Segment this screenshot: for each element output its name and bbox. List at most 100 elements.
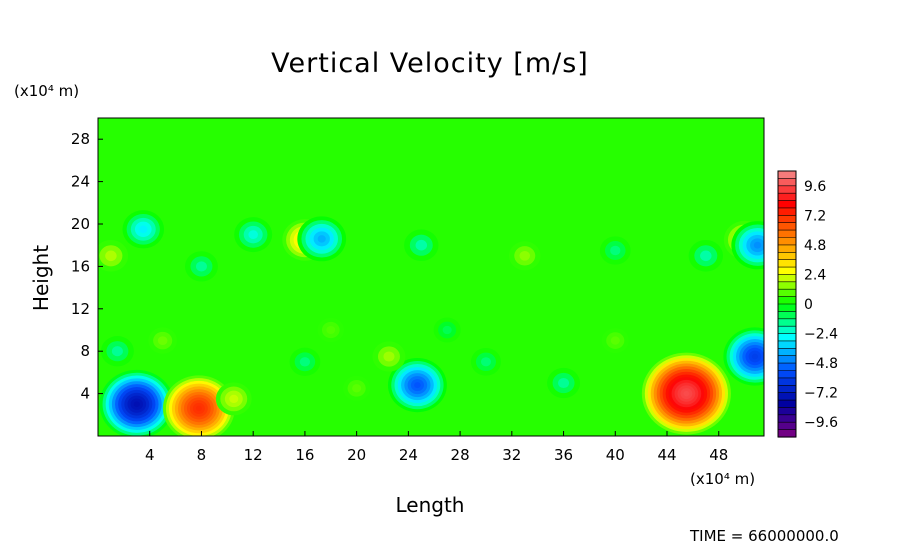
- heatmap-contour: [299, 357, 311, 367]
- y-axis-label: Height: [29, 245, 53, 311]
- x-tick-label: 4: [145, 446, 155, 464]
- heatmap-feature: [297, 216, 347, 262]
- colorbar-band: [778, 429, 796, 438]
- heatmap-contour: [133, 401, 140, 408]
- y-tick-label: 28: [71, 130, 90, 148]
- colorbar-band: [778, 355, 796, 364]
- heatmap-feature: [404, 229, 439, 262]
- colorbar-label: −4.8: [804, 356, 838, 372]
- heatmap-feature: [122, 210, 165, 249]
- heatmap-contour: [519, 250, 531, 261]
- heatmap-contour: [105, 250, 117, 262]
- heatmap-contour: [195, 261, 207, 272]
- colorbar-band: [778, 252, 796, 261]
- y-tick-label: 4: [80, 385, 90, 403]
- heatmap-feature: [234, 217, 273, 253]
- colorbar-label: 0: [804, 297, 813, 313]
- x-tick-label: 36: [554, 446, 573, 464]
- heatmap-contour: [700, 250, 712, 262]
- colorbar-band: [778, 200, 796, 209]
- colorbar-band: [778, 230, 796, 239]
- y-tick-label: 16: [71, 257, 90, 275]
- x-tick-label: 48: [709, 446, 728, 464]
- heatmap-feature: [372, 341, 406, 372]
- heatmap-contour: [751, 353, 759, 360]
- y-axis-ticks: 4 8 12 16 20 24 28: [71, 130, 103, 403]
- colorbar-band: [778, 289, 796, 298]
- colorbar-band: [778, 407, 796, 416]
- heatmap-contour: [415, 239, 428, 251]
- y-tick-label: 20: [71, 215, 90, 233]
- heatmap-feature: [100, 336, 134, 367]
- heatmap-contour: [111, 346, 123, 357]
- colorbar-label: 9.6: [804, 179, 826, 195]
- x-tick-label: 28: [451, 446, 470, 464]
- colorbar-label: 2.4: [804, 267, 826, 283]
- heatmap-feature: [289, 347, 321, 376]
- colorbar-band: [778, 185, 796, 194]
- colorbar-band: [778, 414, 796, 423]
- heatmap-feature: [148, 327, 177, 354]
- colorbar-band: [778, 171, 796, 179]
- x-tick-label: 44: [657, 446, 676, 464]
- colorbar-band: [778, 274, 796, 283]
- x-tick-label: 8: [197, 446, 207, 464]
- heatmap-feature: [508, 241, 541, 271]
- heatmap-contour: [157, 336, 168, 345]
- heatmap-feature: [98, 239, 129, 272]
- heatmap-feature: [688, 239, 724, 272]
- heatmap-contour: [195, 405, 202, 412]
- heatmap-feature: [317, 317, 345, 343]
- colorbar-band: [778, 296, 796, 305]
- heatmap-contour: [753, 241, 762, 249]
- chart-title: Vertical Velocity [m/s]: [271, 48, 589, 79]
- heatmap-feature: [184, 251, 218, 282]
- colorbar-band: [778, 244, 796, 253]
- colorbar-labels: 9.6 7.2 4.8 2.4 0 −2.4 −4.8 −7.2 −9.6: [804, 179, 838, 431]
- x-axis-ticks: 4 8 12 16 20 24 28 32 36 40 44 48: [145, 431, 728, 464]
- heatmap-contour: [383, 351, 395, 362]
- heatmap-contour: [414, 382, 421, 389]
- colorbar-band: [778, 422, 796, 431]
- colorbar-band: [778, 215, 796, 224]
- colorbar-band: [778, 318, 796, 327]
- colorbar-band: [778, 340, 796, 349]
- heatmap-contour: [683, 390, 690, 397]
- heatmap-feature: [547, 367, 581, 399]
- colorbar: [777, 170, 797, 438]
- x-tick-label: 24: [399, 446, 418, 464]
- colorbar-band: [778, 193, 796, 202]
- x-tick-label: 32: [502, 446, 521, 464]
- heatmap-feature: [470, 347, 502, 376]
- colorbar-band: [778, 392, 796, 401]
- heatmap-contour: [558, 377, 570, 389]
- y-tick-label: 12: [71, 300, 90, 318]
- heatmap-contour: [326, 325, 336, 335]
- x-tick-label: 12: [244, 446, 263, 464]
- y-tick-label: 24: [71, 173, 90, 191]
- colorbar-label: 4.8: [804, 238, 826, 254]
- heatmap-contour: [229, 394, 239, 404]
- x-tick-label: 40: [606, 446, 625, 464]
- heatmap-contour: [610, 245, 621, 256]
- x-tick-label: 20: [347, 446, 366, 464]
- colorbar-band: [778, 385, 796, 394]
- heatmap-feature: [731, 221, 764, 270]
- colorbar-band: [778, 281, 796, 290]
- heatmap-contour: [248, 230, 258, 239]
- x-unit-label: (x10⁴ m): [690, 470, 755, 488]
- colorbar-band: [778, 377, 796, 386]
- heatmap-field: [98, 118, 764, 436]
- colorbar-band: [778, 237, 796, 246]
- heatmap-feature: [387, 358, 447, 413]
- colorbar-band: [778, 259, 796, 268]
- colorbar-label: −9.6: [804, 415, 838, 431]
- colorbar-label: −7.2: [804, 386, 838, 402]
- heatmap-feature: [601, 328, 629, 354]
- heatmap-contour: [317, 235, 326, 243]
- heatmap-feature: [599, 236, 631, 265]
- colorbar-band: [778, 348, 796, 357]
- colorbar-band: [778, 333, 796, 342]
- colorbar-band: [778, 304, 796, 312]
